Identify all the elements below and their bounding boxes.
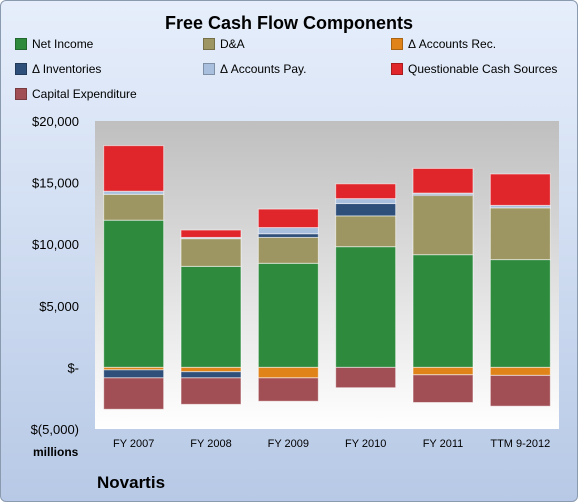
bar-segment <box>103 145 165 192</box>
bar-segment <box>257 236 319 264</box>
bar-segment <box>489 173 551 206</box>
company-name: Novartis <box>97 473 166 492</box>
y-tick-label: $- <box>67 360 79 375</box>
x-tick-label: FY 2008 <box>190 438 231 450</box>
bar-segment <box>257 262 319 368</box>
bar-segment <box>335 198 397 205</box>
bar-segment <box>412 167 474 194</box>
bar-segment <box>335 366 397 389</box>
bar-segment <box>335 215 397 248</box>
y-tick-label: $5,000 <box>39 299 79 314</box>
legend-swatch <box>15 88 27 100</box>
bar-segment <box>489 366 551 376</box>
legend: Net Income D&A Δ Accounts Rec. Δ Inventorie… <box>15 37 575 107</box>
unit-label: millions <box>33 445 79 459</box>
bar-segment <box>489 374 551 407</box>
legend-item: Δ Accounts Rec. <box>391 37 496 51</box>
bar-segment <box>180 265 242 368</box>
bar-segment <box>103 377 165 410</box>
bar-segment <box>180 377 242 405</box>
y-tick-label: $15,000 <box>32 176 79 191</box>
legend-swatch <box>203 38 215 50</box>
x-tick-label: FY 2007 <box>113 438 154 450</box>
legend-item: Δ Inventories <box>15 62 101 76</box>
legend-item: Net Income <box>15 37 93 51</box>
y-tick-label: $10,000 <box>32 237 79 252</box>
legend-item: Δ Accounts Pay. <box>203 62 307 76</box>
bar-segment <box>257 233 319 238</box>
legend-label: D&A <box>220 37 245 51</box>
bar-segment <box>412 195 474 256</box>
x-tick-label: FY 2010 <box>345 438 386 450</box>
bar-segment <box>412 254 474 368</box>
bar-segment <box>180 366 242 373</box>
y-tick-label: $20,000 <box>32 114 79 129</box>
legend-swatch <box>391 38 403 50</box>
y-tick-label: $(5,000) <box>31 422 79 437</box>
bar-segment <box>180 371 242 379</box>
bar-segment <box>257 227 319 235</box>
bar-segment <box>489 207 551 261</box>
legend-label: Δ Inventories <box>32 62 102 76</box>
legend-label: Net Income <box>32 37 94 51</box>
bar-segment <box>103 369 165 379</box>
legend-swatch <box>15 38 27 50</box>
legend-label: Δ Accounts Rec. <box>408 37 497 51</box>
bar-segment <box>257 377 319 402</box>
x-tick-label: FY 2009 <box>268 438 309 450</box>
bar-segment <box>412 366 474 376</box>
bar-segment <box>335 183 397 200</box>
bar-segment <box>412 374 474 404</box>
bar-segment <box>335 246 397 368</box>
legend-label: Questionable Cash Sources <box>408 62 558 76</box>
bar-segment <box>180 238 242 267</box>
bar-segment <box>103 193 165 221</box>
legend-label: Capital Expenditure <box>32 87 137 101</box>
chart-title: Free Cash Flow Components <box>164 13 414 33</box>
legend-swatch <box>15 63 27 75</box>
bar-segment <box>335 203 397 217</box>
x-tick-label: TTM 9-2012 <box>490 438 550 450</box>
bar-segment <box>180 229 242 238</box>
legend-swatch <box>391 63 403 75</box>
bar-segment <box>489 259 551 368</box>
legend-item: D&A <box>203 37 245 51</box>
legend-item: Capital Expenditure <box>15 87 137 101</box>
legend-label: Δ Accounts Pay. <box>220 62 307 76</box>
legend-swatch <box>203 63 215 75</box>
bar-segment <box>257 208 319 229</box>
legend-item: Questionable Cash Sources <box>391 62 557 76</box>
x-tick-label: FY 2011 <box>423 438 464 450</box>
bar-segment <box>103 219 165 368</box>
bar-segment <box>257 366 319 379</box>
plot-background <box>95 121 559 429</box>
